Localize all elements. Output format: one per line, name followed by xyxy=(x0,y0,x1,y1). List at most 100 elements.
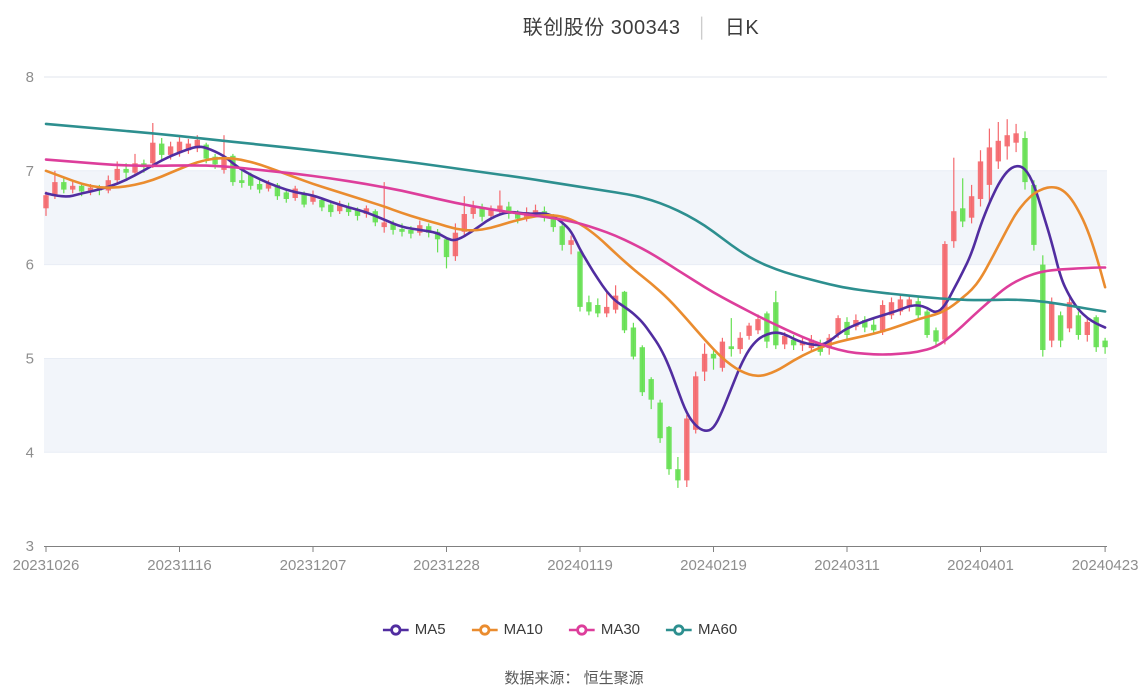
candle-body xyxy=(488,210,494,216)
candle-body xyxy=(728,346,734,350)
y-axis-label: 4 xyxy=(26,444,34,461)
candle-body xyxy=(132,163,138,173)
candle-body xyxy=(862,320,868,328)
candle-body xyxy=(194,139,200,149)
candle-body xyxy=(470,207,476,214)
candle-body xyxy=(942,244,948,340)
candle-body xyxy=(568,240,574,245)
candle-body xyxy=(595,305,601,314)
ma60-line xyxy=(44,122,1107,313)
x-axis-label: 20231116 xyxy=(147,557,212,574)
candle-body xyxy=(434,231,441,240)
candle-body xyxy=(968,196,975,218)
candle-body xyxy=(764,313,770,342)
candle-body xyxy=(354,209,361,216)
candle-body xyxy=(461,214,467,232)
candle-body xyxy=(256,184,263,190)
candle-body xyxy=(897,299,904,312)
candle-body xyxy=(684,418,690,481)
candle-body xyxy=(986,147,993,185)
candle-body xyxy=(719,341,726,368)
title-period: 日K xyxy=(724,17,760,39)
legend-item-ma60[interactable]: MA60 xyxy=(666,621,737,638)
candle-body xyxy=(639,347,645,393)
title-stock-name: 联创股份 300343 xyxy=(522,17,681,39)
candle-body xyxy=(167,146,174,155)
legend-item-ma30[interactable]: MA30 xyxy=(568,621,640,638)
candle-body xyxy=(426,226,432,233)
candle-body xyxy=(203,144,209,159)
ma5-line-icon xyxy=(382,623,409,636)
candle-body xyxy=(933,330,939,342)
candle-body xyxy=(737,337,743,350)
candle-body xyxy=(960,208,966,222)
candle-body xyxy=(755,319,761,331)
candle-body xyxy=(1102,340,1108,348)
candle-body xyxy=(1057,315,1064,341)
candle-body xyxy=(1013,133,1019,143)
candle-body xyxy=(443,239,450,258)
candle-body xyxy=(283,192,289,199)
ma30-line-icon xyxy=(568,623,595,636)
candle-body xyxy=(977,161,984,199)
candle-body xyxy=(70,185,76,190)
candle-body xyxy=(710,353,717,359)
candle-body xyxy=(612,295,619,310)
candle-body xyxy=(951,211,957,242)
candle-body xyxy=(888,302,895,316)
candle-body xyxy=(1049,302,1055,341)
candle-body xyxy=(301,193,307,205)
candle-body xyxy=(746,325,752,336)
candle-body xyxy=(657,402,663,439)
y-axis-label: 5 xyxy=(26,351,34,368)
candle-body xyxy=(906,299,912,307)
y-axis-label: 7 xyxy=(26,163,34,180)
candle-body xyxy=(532,210,539,213)
legend-item-ma5[interactable]: MA5 xyxy=(382,621,446,638)
candle-body xyxy=(87,187,94,192)
candle-body xyxy=(248,174,254,186)
candle-body xyxy=(1084,321,1090,335)
candle-body xyxy=(924,311,930,335)
candle-body xyxy=(648,379,654,400)
ma10-line xyxy=(44,156,1107,378)
title-separator: │ xyxy=(696,18,709,39)
candle-body xyxy=(630,327,637,357)
chart-title: 联创股份 300343 │ 日K xyxy=(523,11,760,40)
candle-body xyxy=(1040,264,1046,350)
candle-body xyxy=(871,324,877,331)
x-axis-label: 20231228 xyxy=(413,557,480,574)
candle-body xyxy=(337,204,343,212)
candle-body xyxy=(390,223,396,230)
candle-body xyxy=(159,143,165,155)
candle-body xyxy=(790,339,797,346)
candle-body xyxy=(114,168,120,181)
candle-body xyxy=(1066,302,1073,329)
legend-item-ma10[interactable]: MA10 xyxy=(471,621,543,638)
candle-body xyxy=(835,318,841,335)
candle-body xyxy=(61,182,67,190)
candle-body xyxy=(221,158,227,170)
candle-body xyxy=(123,168,129,173)
y-axis-label: 8 xyxy=(26,69,34,86)
candle-body xyxy=(399,229,405,232)
candle-body xyxy=(1075,315,1082,335)
plot-band xyxy=(44,358,1107,453)
candle-body xyxy=(675,469,681,481)
candle-body xyxy=(274,184,281,197)
x-axis-label: 20240423 xyxy=(1072,557,1139,574)
candle-body xyxy=(915,301,921,316)
candle-body xyxy=(1004,135,1010,147)
candle-body xyxy=(577,251,583,307)
x-axis-label: 20240311 xyxy=(814,557,880,574)
candle-body xyxy=(328,204,334,213)
legend-label-ma60: MA60 xyxy=(698,621,738,638)
ma10-line-icon xyxy=(471,623,498,636)
ma5-line xyxy=(44,145,1107,432)
candle-body xyxy=(621,291,628,331)
legend-label-ma5: MA5 xyxy=(414,621,446,638)
candle-body xyxy=(150,142,156,164)
candle-body xyxy=(497,205,503,211)
candle-body xyxy=(105,180,111,191)
candle-body xyxy=(693,376,699,430)
